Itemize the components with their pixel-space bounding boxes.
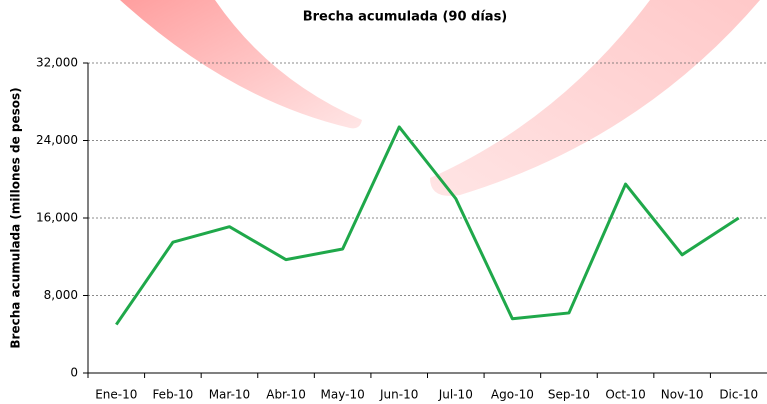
chart-title: Brecha acumulada (90 días) bbox=[303, 10, 508, 25]
y-tick-label: 24,000 bbox=[36, 133, 78, 147]
y-tick-label: 16,000 bbox=[36, 211, 78, 225]
chart: Brecha acumulada (90 días) Brecha acumul… bbox=[0, 0, 767, 404]
x-tick-label: Ago-10 bbox=[491, 388, 534, 402]
y-axis-label: Brecha acumulada (millones de pesos) bbox=[9, 87, 23, 348]
x-tick-label: Ene-10 bbox=[95, 388, 137, 402]
x-tick-label: Feb-10 bbox=[152, 388, 193, 402]
watermark-swoosh bbox=[430, 0, 760, 196]
y-tick-label: 32,000 bbox=[36, 56, 78, 70]
x-tick-label: Oct-10 bbox=[605, 388, 645, 402]
x-tick-label: May-10 bbox=[321, 388, 365, 402]
x-tick-label: Jul-10 bbox=[438, 388, 473, 402]
y-tick-label: 0 bbox=[70, 366, 78, 380]
y-tick-label: 8,000 bbox=[44, 288, 78, 302]
x-tick-label: Abr-10 bbox=[266, 388, 306, 402]
x-tick-label: Dic-10 bbox=[719, 388, 758, 402]
x-tick-label: Sep-10 bbox=[548, 388, 590, 402]
x-tick-label: Nov-10 bbox=[661, 388, 704, 402]
x-tick-label: Jun-10 bbox=[379, 388, 418, 402]
data-line bbox=[116, 127, 738, 325]
x-tick-label: Mar-10 bbox=[209, 388, 250, 402]
